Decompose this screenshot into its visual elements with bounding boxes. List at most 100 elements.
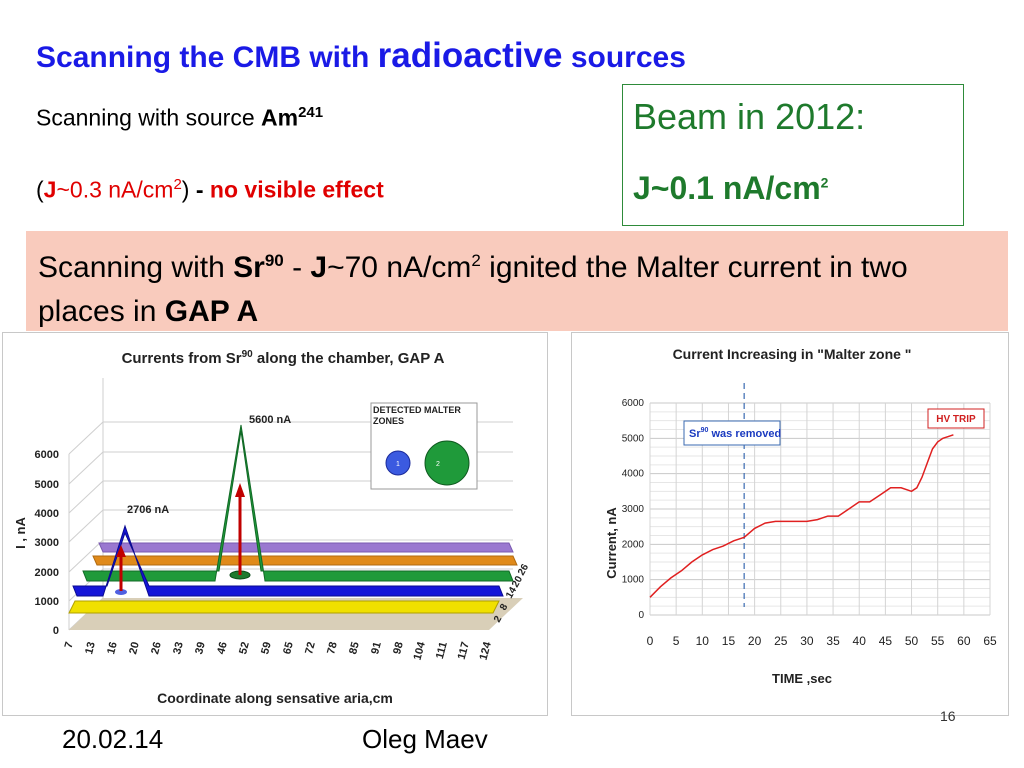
ytick-label: 0 xyxy=(638,610,644,621)
left-chart-panel: Currents from Sr90 along the chamber, GA… xyxy=(2,332,548,716)
right-chart: Current Increasing in "Malter zone " 0 10… xyxy=(604,346,997,686)
left-chart-title: Currents from Sr90 along the chamber, GA… xyxy=(122,349,445,367)
ztick: 14 xyxy=(504,585,519,601)
left-legend: DETECTED MALTER ZONES 1 2 xyxy=(370,402,478,490)
banner-t4: ignited the Malter current in two places… xyxy=(38,251,917,328)
right-ylabel: Current, nA xyxy=(604,507,619,579)
xtick: 20 xyxy=(127,641,142,656)
banner-gap: GAP A xyxy=(164,295,259,328)
hv-trip-label: HV TRIP xyxy=(936,414,976,425)
banner-t2: - xyxy=(283,251,311,284)
ytick-label: 3000 xyxy=(622,504,645,515)
right-xticks: 0 5 10 15 20 25 30 35 40 45 50 55 60 65 xyxy=(647,634,997,648)
xtick-label: 20 xyxy=(748,634,762,648)
xtick-label: 40 xyxy=(853,634,867,648)
left-ylabel: I , nA xyxy=(13,517,28,549)
xtick-label: 30 xyxy=(800,634,814,648)
banner-isotope: Sr xyxy=(233,251,265,284)
xtick: 39 xyxy=(193,641,208,656)
xtick-label: 60 xyxy=(957,634,971,648)
xtick-label: 5 xyxy=(673,634,680,648)
beam-value-text: J~0.1 nA/cm xyxy=(633,170,821,206)
xtick-label: 65 xyxy=(983,634,997,648)
dash: - xyxy=(189,176,210,203)
removed-annotation-box xyxy=(683,420,781,446)
ztick: 2 xyxy=(492,614,505,625)
xtick: 124 xyxy=(478,640,495,662)
xtick: 59 xyxy=(259,641,274,656)
current-series-line xyxy=(649,434,954,598)
xtick: 46 xyxy=(215,641,230,656)
page-number: 16 xyxy=(940,708,956,724)
ytick-label: 2000 xyxy=(622,539,645,550)
ytick: 2000 xyxy=(35,567,59,579)
left-xticks: 7 13 16 20 26 33 39 46 52 59 65 72 78 85… xyxy=(63,640,494,662)
xtick: 52 xyxy=(237,641,252,656)
banner-mass: 90 xyxy=(264,251,284,270)
am-current-line: (J~0.3 nA/cm2) - no visible effect xyxy=(36,176,384,204)
legend-zone1-marker xyxy=(385,450,411,476)
xtick-label: 25 xyxy=(774,634,788,648)
xtick: 16 xyxy=(105,641,120,656)
peak1-arrowhead xyxy=(116,545,126,557)
beam-value: J~0.1 nA/cm2 xyxy=(633,170,828,207)
xtick-label: 10 xyxy=(696,634,710,648)
close-paren: ) xyxy=(181,176,190,203)
removed-annotation: Sr90 was removed xyxy=(689,427,781,440)
ribbon-purple xyxy=(98,542,514,553)
ztick: 26 xyxy=(516,562,531,578)
left-yticks: 0 1000 2000 3000 4000 5000 6000 xyxy=(35,449,59,637)
legend-zone2-label: 2 xyxy=(436,461,440,468)
ytick: 3000 xyxy=(35,537,59,549)
am-isotope: Am xyxy=(261,104,299,131)
xtick-label: 55 xyxy=(931,634,945,648)
ytick: 1000 xyxy=(35,596,59,608)
xtick: 104 xyxy=(412,640,429,662)
banner-t3: ~70 nA/cm xyxy=(327,251,472,284)
xtick: 72 xyxy=(303,641,318,656)
right-grid xyxy=(649,402,991,616)
footer-author: Oleg Maev xyxy=(362,724,488,754)
peak2-value-label: 5600 nA xyxy=(249,414,291,426)
xtick-label: 45 xyxy=(879,634,893,648)
am-scan-line: Scanning with source Am241 xyxy=(36,104,323,132)
ribbon-green xyxy=(82,424,514,582)
left-ztics: 26 20 14 8 2 xyxy=(492,562,531,625)
xtick: 91 xyxy=(369,641,384,656)
legend-title: DETECTED MALTER ZONES xyxy=(373,405,461,426)
ytick: 5000 xyxy=(35,479,59,491)
ribbon-yellow xyxy=(68,600,500,614)
xtick: 26 xyxy=(149,641,164,656)
ytick: 6000 xyxy=(35,449,59,461)
ytick: 0 xyxy=(53,625,59,637)
j-symbol: J xyxy=(43,176,57,203)
legend-zone2-marker xyxy=(424,440,470,486)
beam-title: Beam in 2012: xyxy=(633,96,866,137)
peak2-arrowhead xyxy=(235,483,245,497)
am-scan-text: Scanning with source xyxy=(36,104,262,131)
ztick: 8 xyxy=(498,602,511,613)
title-part2: radioactive xyxy=(377,36,563,75)
right-chart-panel: Current Increasing in "Malter zone " 0 10… xyxy=(571,332,1009,716)
xtick: 98 xyxy=(391,641,406,656)
right-chart-title: Current Increasing in "Malter zone " xyxy=(673,346,912,362)
xtick: 111 xyxy=(434,641,450,661)
peak1-value-label: 2706 nA xyxy=(127,504,169,516)
banner-j: J xyxy=(310,251,328,284)
xtick: 78 xyxy=(325,641,340,656)
title-part3: sources xyxy=(562,41,686,74)
am-mass: 241 xyxy=(298,104,324,121)
ytick: 4000 xyxy=(35,508,59,520)
banner-exp: 2 xyxy=(471,251,481,270)
legend-zone1-label: 1 xyxy=(396,461,400,468)
am-current-value: ~0.3 nA/cm xyxy=(56,176,174,203)
xtick-label: 15 xyxy=(722,634,736,648)
ribbon-blue xyxy=(72,524,504,597)
ytick-label: 5000 xyxy=(622,433,645,444)
xtick: 65 xyxy=(281,641,296,656)
am-current-exp: 2 xyxy=(173,176,182,193)
xtick-label: 50 xyxy=(905,634,919,648)
no-effect-text: no visible effect xyxy=(209,176,384,203)
beam-box xyxy=(622,84,964,226)
left-xlabel: Coordinate along sensative aria,cm xyxy=(157,690,393,706)
